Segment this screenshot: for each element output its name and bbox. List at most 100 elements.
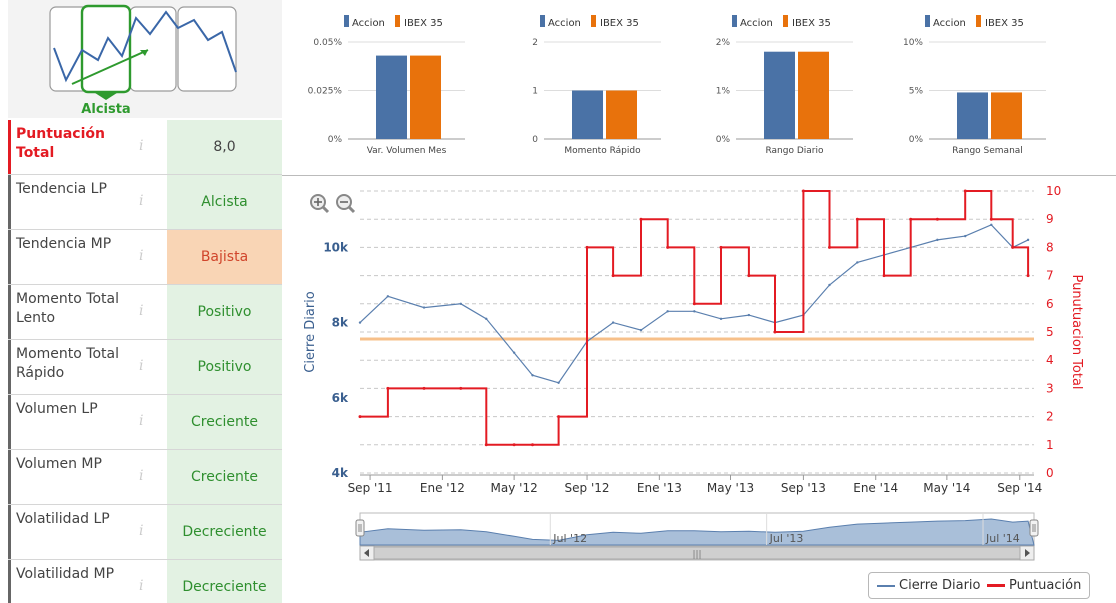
point-puntuacion [386, 386, 390, 390]
bar-ibex[interactable] [606, 90, 637, 140]
x-tick-label: Sep '12 [565, 481, 610, 495]
main-chart-legend: Cierre Diario Puntuación [868, 572, 1090, 599]
info-icon[interactable]: i [139, 303, 144, 319]
bar-chart-legend: Accion IBEX 35 [925, 15, 1024, 29]
bar-chart-1: Accion IBEX 35 0 1 2 Momento Rápido [532, 15, 661, 156]
price-score-chart: 0 1 2 3 4 5 6 7 8 9 10 4k 6k 8k 10k Cierre Diario Punutu… [303, 184, 1084, 561]
range-navigator[interactable]: Jul '12 Jul '13 Jul '14 [355, 512, 1039, 546]
point-cierre [719, 317, 723, 321]
y-tick-label: 2% [716, 38, 731, 48]
legend-swatch-accion [344, 15, 349, 27]
info-icon[interactable]: i [139, 578, 144, 594]
indicator-row: Momento Total Rápido i Positivo [8, 340, 282, 395]
navigator-scrollbar[interactable]: ||| [359, 545, 1035, 561]
indicator-value: Creciente [167, 395, 282, 449]
bar-accion[interactable] [572, 90, 603, 140]
trend-chart-icon: Alcista [49, 4, 237, 117]
category-label: Rango Semanal [952, 146, 1023, 156]
legend-label-accion: Accion [933, 18, 966, 29]
bar-chart-legend: Accion IBEX 35 [344, 15, 443, 29]
point-cierre [459, 302, 462, 305]
navigator-label: Jul '12 [552, 532, 587, 545]
y-tick-label: 5% [909, 87, 924, 97]
legend-item-puntuacion[interactable]: Puntuación [987, 578, 1081, 593]
category-label: Momento Rápido [564, 146, 641, 156]
y-tick-label: 0% [909, 135, 924, 145]
point-puntuacion [639, 217, 643, 221]
indicator-label: Tendencia LP [8, 175, 126, 229]
point-puntuacion [611, 274, 615, 278]
indicator-label: Volumen LP [8, 395, 126, 449]
y-tick-label: 0 [532, 135, 538, 145]
navigator-series [359, 518, 1035, 546]
indicator-label: Momento Total Lento [8, 285, 126, 339]
info-icon[interactable]: i [139, 248, 144, 264]
bar-ibex[interactable] [991, 92, 1022, 139]
legend-swatch-ibex [976, 15, 981, 27]
point-puntuacion [422, 386, 426, 390]
info-icon[interactable]: i [139, 193, 144, 209]
zoom-in-icon[interactable] [310, 194, 330, 214]
point-puntuacion [692, 302, 696, 306]
info-icon[interactable]: i [139, 358, 144, 374]
zoom-out-icon[interactable] [336, 194, 356, 214]
right-y-tick-label: 4 [1046, 353, 1054, 367]
indicator-row: Volumen MP i Creciente [8, 450, 282, 505]
scroll-left-arrow-icon[interactable] [359, 545, 375, 561]
point-cierre [990, 223, 993, 227]
series-line-cierre[interactable] [359, 224, 1029, 384]
category-label: Rango Diario [765, 146, 824, 156]
right-y-tick-label: 1 [1046, 438, 1054, 452]
legend-label-ibex: IBEX 35 [404, 18, 443, 29]
info-icon[interactable]: i [139, 138, 144, 154]
point-puntuacion [935, 217, 939, 221]
right-y-tick-label: 3 [1046, 381, 1054, 395]
indicator-value: Positivo [167, 285, 282, 339]
point-cierre [422, 306, 426, 309]
series-line-puntuacion[interactable] [360, 190, 1030, 446]
legend-item-cierre[interactable]: Cierre Diario [877, 578, 981, 593]
right-y-tick-label: 8 [1046, 240, 1054, 254]
navigator-handle-right[interactable] [1029, 519, 1039, 537]
point-cierre [964, 234, 967, 238]
x-tick-label: May '13 [707, 481, 754, 495]
indicator-row: Puntuación Total i 8,0 [8, 120, 282, 175]
legend-swatch-puntuacion [987, 584, 1005, 587]
point-puntuacion [719, 245, 723, 249]
indicator-value: Decreciente [167, 505, 282, 559]
legend-label-ibex: IBEX 35 [792, 18, 831, 29]
category-label: Var. Volumen Mes [367, 146, 447, 156]
bar-accion[interactable] [764, 51, 795, 140]
bar-accion[interactable] [957, 92, 988, 139]
scroll-right-arrow-icon[interactable] [1019, 545, 1035, 561]
y-tick-label: 0.05% [313, 38, 342, 48]
point-cierre [358, 321, 362, 324]
point-puntuacion [585, 245, 589, 249]
info-icon[interactable]: i [139, 468, 144, 484]
bar-ibex[interactable] [798, 51, 829, 140]
point-puntuacion [801, 189, 805, 193]
point-puntuacion [855, 217, 859, 221]
x-tick-label: Ene '12 [420, 481, 465, 495]
bar-chart-legend: Accion IBEX 35 [540, 15, 639, 29]
info-icon[interactable]: i [139, 523, 144, 539]
bar-ibex[interactable] [410, 55, 441, 139]
point-puntuacion [773, 330, 777, 334]
point-puntuacion [358, 415, 362, 419]
point-cierre [639, 328, 643, 332]
indicator-row: Volumen LP i Creciente [8, 395, 282, 450]
y-tick-label: 1 [532, 87, 538, 97]
legend-label-accion: Accion [352, 18, 385, 29]
point-puntuacion [909, 217, 913, 221]
left-y-tick-label: 6k [332, 391, 349, 405]
section-divider [282, 175, 1116, 176]
right-y-tick-label: 7 [1046, 269, 1054, 283]
legend-label-accion: Accion [740, 18, 773, 29]
x-tick-label: Ene '13 [637, 481, 682, 495]
y-tick-label: 0% [328, 135, 343, 145]
info-icon[interactable]: i [139, 413, 144, 429]
navigator-handle-left[interactable] [355, 519, 365, 537]
point-cierre [828, 283, 831, 287]
bar-accion[interactable] [376, 55, 407, 139]
